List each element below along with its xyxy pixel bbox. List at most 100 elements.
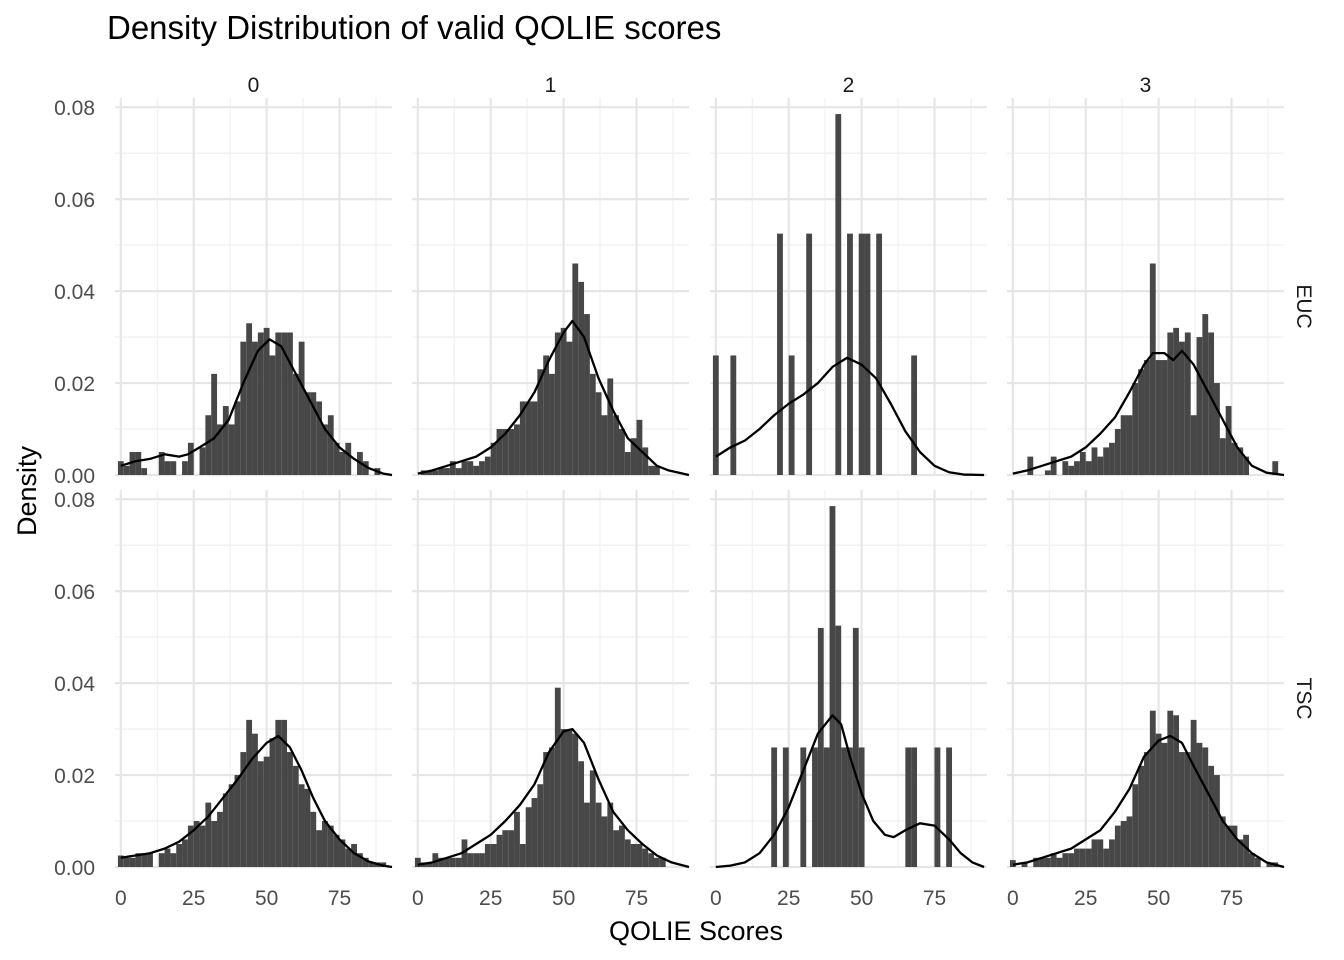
histogram-bar [519, 844, 526, 867]
histogram-bar [648, 465, 655, 475]
histogram-bar [595, 392, 602, 475]
histogram-bar [1249, 853, 1255, 867]
histogram-bar [525, 401, 532, 475]
histogram-bar [432, 470, 439, 475]
histogram-bar [217, 811, 223, 867]
histogram-bar [624, 839, 631, 867]
histogram-bar [531, 401, 538, 475]
histogram-bar [182, 461, 188, 475]
histogram-bar [158, 853, 165, 867]
histogram-bar [554, 687, 561, 867]
histogram-bar [659, 857, 666, 867]
histogram-bar [1074, 461, 1080, 475]
histogram-bar [228, 424, 235, 475]
histogram-bar [444, 857, 450, 867]
histogram-bar [624, 452, 631, 475]
facet-column-label: 3 [1140, 74, 1152, 97]
histogram-bar [222, 793, 229, 867]
histogram-bar [1091, 447, 1098, 475]
histogram-bar [1214, 775, 1220, 867]
histogram-bar [1085, 461, 1092, 475]
x-tick-label: 50 [552, 887, 575, 910]
histogram-bar [455, 468, 462, 475]
histogram-bar [613, 415, 620, 475]
histogram-bar [613, 830, 620, 867]
y-tick-label: 0.04 [54, 281, 95, 304]
histogram-bar [164, 461, 171, 475]
histogram-bar [234, 775, 241, 867]
y-tick-label: 0.00 [54, 465, 95, 488]
histogram-bar [414, 857, 421, 867]
x-tick-label: 75 [923, 887, 946, 910]
histogram-bar [1062, 461, 1069, 475]
histogram-bar [1231, 442, 1238, 475]
histogram-bar [1079, 848, 1086, 867]
histogram-bar [549, 747, 555, 867]
histogram-bar [543, 355, 550, 475]
facet-panels: 0.000.020.040.060.080.000.020.040.060.08… [54, 74, 1315, 910]
x-tick-label: 75 [625, 887, 648, 910]
y-tick-label: 0.04 [54, 673, 95, 696]
density-curve [715, 356, 985, 477]
histogram-bar [287, 752, 293, 867]
histogram-bar [1091, 839, 1098, 867]
histogram-bar [263, 756, 270, 867]
histogram-bar [817, 627, 824, 867]
histogram-bar [812, 747, 818, 867]
density-curve [1012, 349, 1285, 477]
histogram-bar [1021, 862, 1028, 867]
density-curve [120, 338, 393, 477]
histogram-bar [1237, 447, 1244, 475]
histogram-bar [905, 747, 912, 867]
histogram-bar [502, 429, 509, 475]
histogram-bar [525, 807, 532, 867]
histogram-bar [170, 853, 177, 867]
histogram-bar [362, 461, 369, 475]
histogram-bar [514, 811, 520, 867]
histogram-bar [589, 373, 596, 475]
histogram-bar [549, 373, 555, 475]
histogram-bar [257, 332, 264, 475]
histogram-bar [1225, 406, 1232, 475]
y-tick-label: 0.02 [54, 765, 95, 788]
panel-1-TSC [412, 490, 689, 869]
histogram-bar [1097, 839, 1104, 867]
histogram-bar [537, 784, 544, 867]
histogram-bar [1243, 834, 1250, 867]
histogram-bar [135, 452, 142, 475]
histogram-bar [630, 844, 637, 867]
histogram-bar [1039, 857, 1045, 867]
histogram-bar [345, 442, 352, 475]
x-tick-label: 25 [1074, 887, 1097, 910]
histogram-bar [1225, 825, 1232, 867]
histogram-bar [117, 461, 124, 475]
histogram-bar [1132, 383, 1139, 475]
histogram-bar [129, 857, 136, 867]
histogram-bar [578, 761, 585, 867]
histogram-bar [1184, 332, 1191, 475]
histogram-bar [362, 857, 369, 867]
histogram-bar [1219, 816, 1226, 867]
histogram-bar [281, 719, 288, 867]
histogram-bar [141, 468, 148, 475]
histogram-bar [426, 862, 433, 867]
histogram-bar [426, 470, 433, 475]
histogram-bar [788, 355, 795, 475]
histogram-bar [829, 506, 836, 867]
density-curve [1012, 734, 1285, 869]
histogram-bar [560, 729, 567, 867]
histogram-bar [164, 848, 171, 867]
histogram-bar [1120, 415, 1127, 475]
histogram-bar [1114, 825, 1121, 867]
histogram-bar [211, 373, 218, 475]
histogram-bar [182, 839, 188, 867]
histogram-bar [298, 784, 305, 867]
x-tick-label: 25 [479, 887, 502, 910]
histogram-bar [543, 752, 550, 867]
histogram-bar [537, 369, 544, 475]
histogram-bar [1179, 752, 1185, 867]
histogram-bar [847, 233, 853, 475]
histogram-bar [217, 424, 223, 475]
histogram-bar [1103, 447, 1110, 475]
histogram-bar [572, 733, 579, 867]
